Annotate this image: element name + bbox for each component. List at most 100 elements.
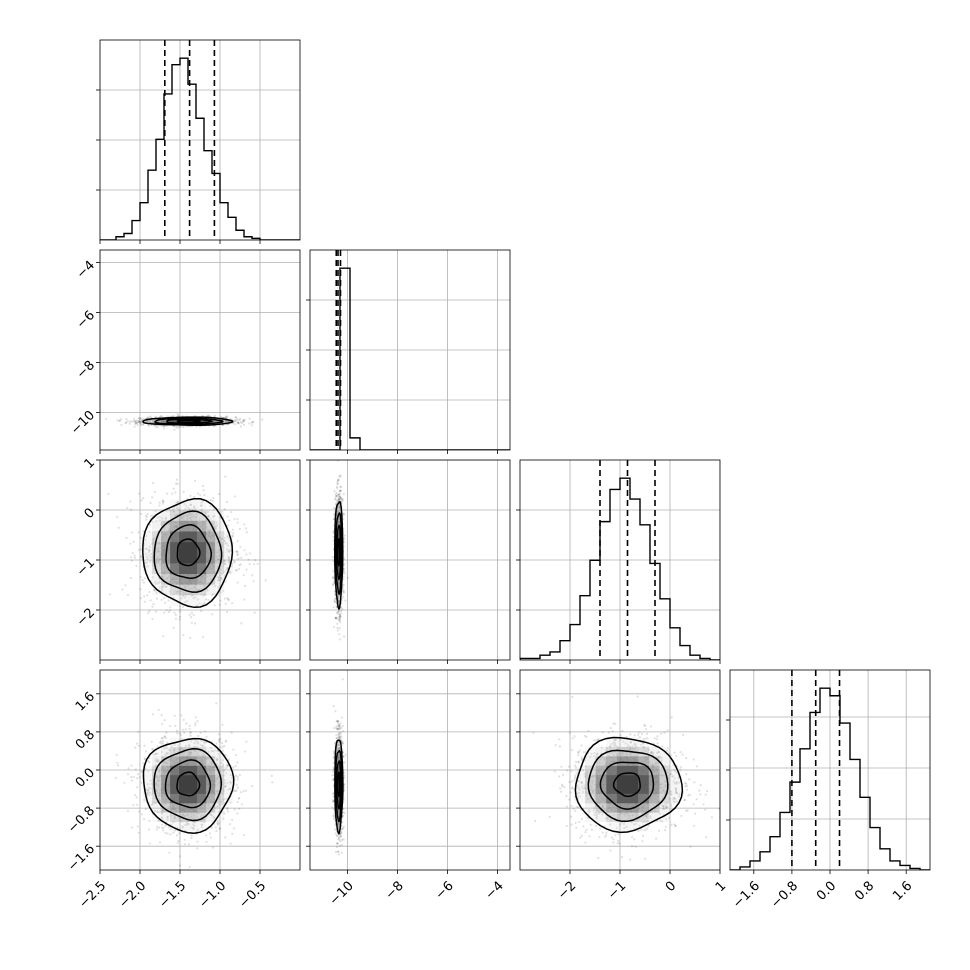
sample-point [253,563,256,566]
sample-point [189,503,192,506]
sample-point [234,789,237,793]
sample-point [227,810,230,813]
sample-point [191,508,194,511]
sample-point [160,816,163,819]
sample-point [248,417,251,420]
sample-point [182,490,185,493]
sample-point [209,813,213,817]
scatter-panel-2-0 [100,452,300,660]
sample-point [140,452,142,454]
sample-point [340,606,343,610]
sample-point [148,530,151,533]
sample-point [332,506,336,510]
sample-point [157,426,160,429]
sample-point [233,419,236,422]
sample-point [338,599,341,602]
density-cell [179,552,189,564]
sample-point [137,420,140,423]
sample-point [341,588,344,591]
sample-point [215,526,218,529]
sample-point [145,548,148,551]
sample-point [243,419,246,423]
sample-point [200,501,203,504]
density-cell [161,520,171,532]
sample-point [129,542,132,545]
sample-point [133,425,136,428]
density-cell [205,422,216,424]
sample-point [158,504,161,507]
density-cell [196,573,207,585]
sample-point [170,745,173,748]
sample-point [189,503,192,507]
sample-point [119,418,123,421]
density-cell [337,594,340,606]
sample-point [335,495,338,498]
sample-point [227,788,230,791]
sample-point [177,425,180,428]
sample-point [157,758,160,761]
sample-point [147,759,150,763]
sample-point [335,617,338,620]
sample-point [243,418,246,421]
sample-point [184,601,187,604]
sample-point [196,847,199,850]
sample-point [226,807,229,811]
sample-point [173,611,176,614]
sample-point [335,611,338,615]
sample-point [238,807,241,810]
sample-point [201,744,204,748]
sample-point [336,478,340,481]
sample-point [218,740,221,743]
sample-point [235,783,238,787]
sample-point [218,574,222,578]
sample-point [136,803,139,806]
sample-point [230,565,233,568]
histogram-panel-0 [100,40,300,240]
sample-point [256,562,259,565]
sample-point [251,420,254,423]
sample-point [264,579,267,582]
sample-point [232,532,235,535]
density-cell [170,573,180,585]
sample-point [159,415,162,418]
sample-point [184,507,187,510]
sample-point [237,553,240,556]
contour-2-0-0 [176,538,201,567]
sample-point [216,750,219,753]
sample-point [229,823,232,826]
sample-point [346,576,349,579]
sample-point [248,563,251,566]
sample-point [151,617,154,621]
density-cell [152,563,162,574]
sample-point [163,611,166,614]
density-cell [143,421,153,423]
sample-point [336,482,339,485]
sample-point [226,806,229,810]
sample-point [236,551,239,554]
sample-point [337,615,340,619]
sample-point [148,788,151,791]
sample-point [224,475,227,478]
density-cell [337,531,340,543]
sample-point [333,512,336,515]
sample-point [206,510,209,513]
sample-point [338,506,341,509]
sample-point [224,740,227,743]
sample-point [200,609,203,613]
sample-point [143,600,146,604]
sample-point [334,498,337,501]
sample-point [238,527,241,531]
sample-point [146,513,149,516]
sample-point [338,609,341,613]
sample-point [331,577,335,580]
sample-point [224,753,227,756]
sample-point [167,599,170,602]
sample-point [334,600,337,604]
sample-point [336,479,339,482]
sample-point [189,636,192,640]
sample-point [223,812,226,815]
sample-point [139,576,142,579]
density-cell [161,422,171,424]
sample-point [235,419,238,422]
sample-point [197,598,200,601]
